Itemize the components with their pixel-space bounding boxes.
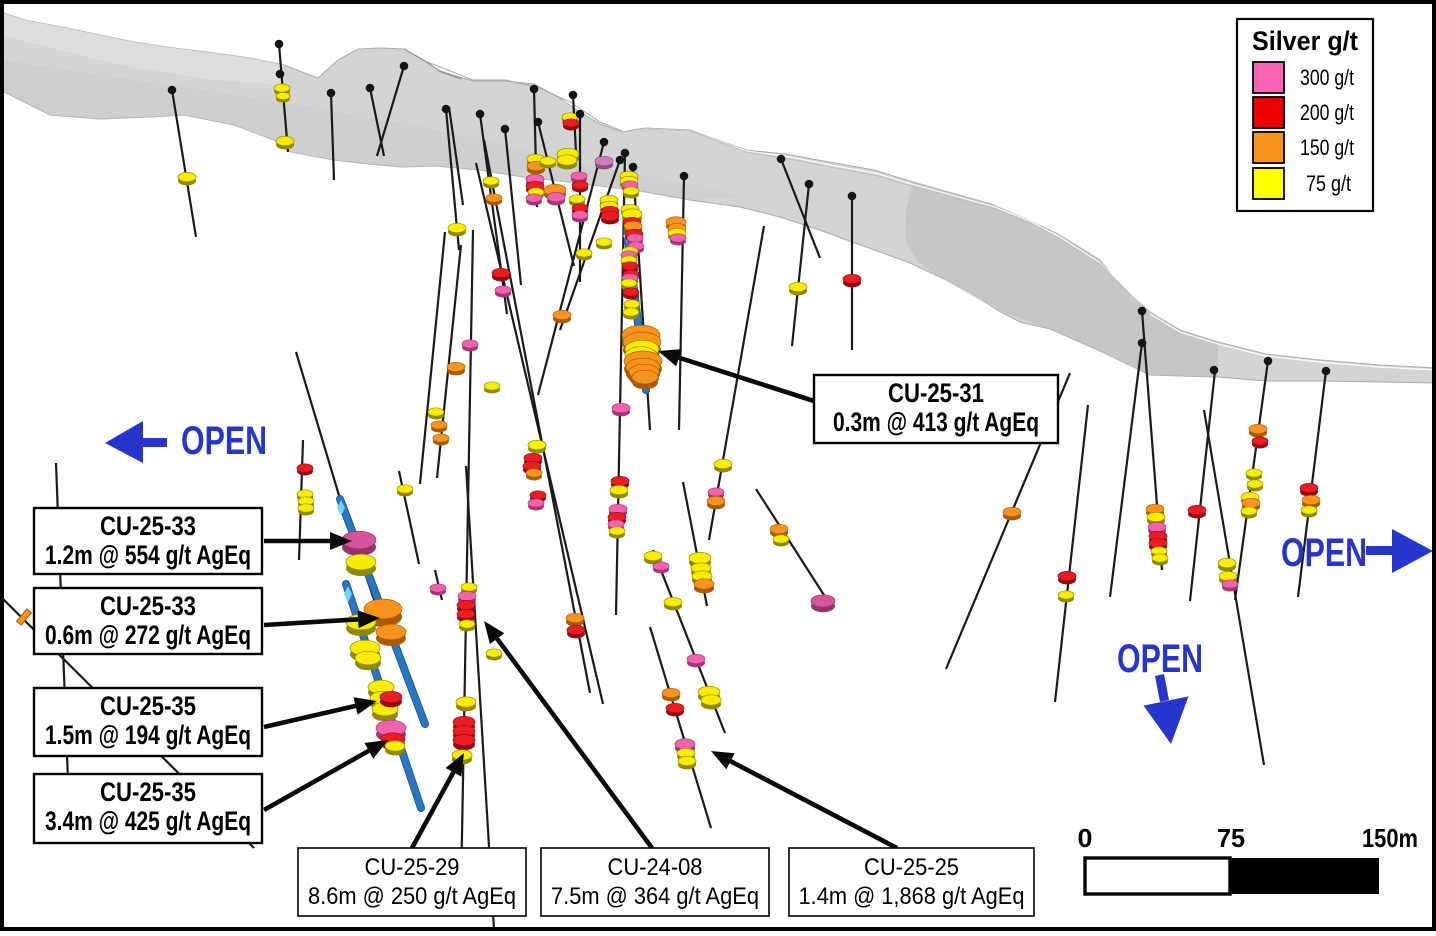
svg-text:75 g/t: 75 g/t: [1306, 171, 1351, 196]
svg-text:CU-25-35: CU-25-35: [100, 777, 196, 807]
svg-text:1.4m @ 1,868 g/t AgEq: 1.4m @ 1,868 g/t AgEq: [799, 883, 1025, 910]
svg-text:3.4m @ 425 g/t AgEq: 3.4m @ 425 g/t AgEq: [45, 806, 251, 836]
svg-text:150 g/t: 150 g/t: [1300, 135, 1354, 160]
svg-text:300 g/t: 300 g/t: [1300, 65, 1354, 90]
svg-text:Silver g/t: Silver g/t: [1252, 26, 1358, 56]
svg-text:OPEN: OPEN: [181, 419, 267, 463]
svg-text:OPEN: OPEN: [1281, 531, 1367, 575]
svg-text:CU-24-08: CU-24-08: [608, 854, 703, 881]
svg-text:CU-25-31: CU-25-31: [888, 378, 984, 408]
svg-text:0.6m @ 272 g/t AgEq: 0.6m @ 272 g/t AgEq: [45, 620, 251, 650]
svg-text:0.3m @ 413 g/t AgEq: 0.3m @ 413 g/t AgEq: [833, 407, 1039, 437]
svg-text:8.6m @ 250 g/t AgEq: 8.6m @ 250 g/t AgEq: [308, 883, 516, 910]
svg-text:CU-25-33: CU-25-33: [100, 591, 196, 621]
svg-text:150m: 150m: [1362, 823, 1418, 853]
svg-text:75: 75: [1217, 823, 1245, 853]
svg-text:7.5m @ 364 g/t AgEq: 7.5m @ 364 g/t AgEq: [551, 883, 759, 910]
svg-text:1.5m @ 194 g/t AgEq: 1.5m @ 194 g/t AgEq: [45, 720, 251, 750]
svg-text:CU-25-29: CU-25-29: [365, 854, 460, 881]
svg-text:CU-25-35: CU-25-35: [100, 691, 196, 721]
svg-text:200 g/t: 200 g/t: [1300, 100, 1354, 125]
svg-text:CU-25-25: CU-25-25: [864, 854, 959, 881]
svg-text:0: 0: [1078, 823, 1093, 853]
svg-text:OPEN: OPEN: [1117, 637, 1203, 681]
svg-text:1.2m @ 554 g/t AgEq: 1.2m @ 554 g/t AgEq: [45, 540, 251, 570]
svg-text:CU-25-33: CU-25-33: [100, 511, 196, 541]
